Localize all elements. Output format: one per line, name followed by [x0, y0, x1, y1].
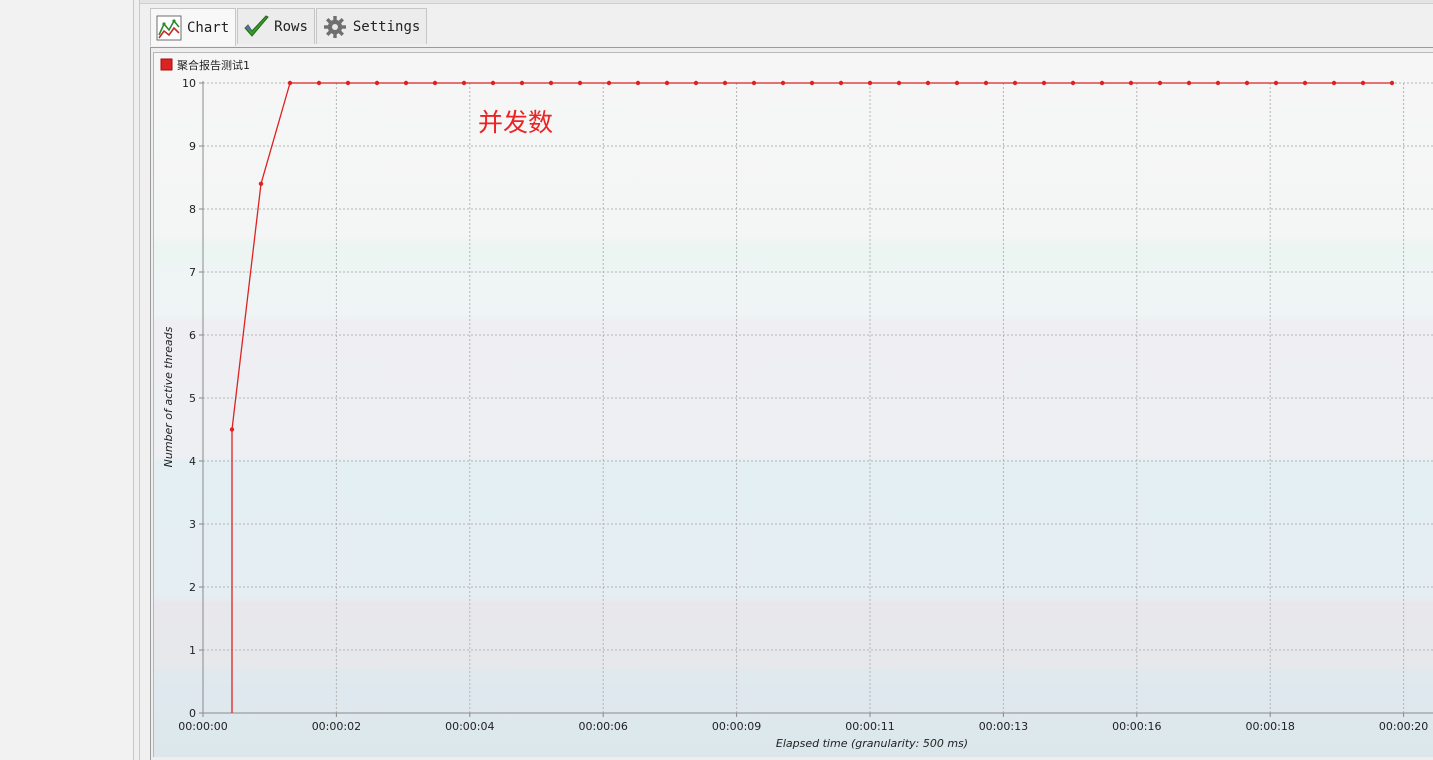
y-tick-label: 9 — [189, 140, 196, 153]
y-tick-label: 10 — [182, 77, 196, 90]
series-point — [461, 80, 467, 86]
series-point — [1157, 80, 1163, 86]
series-point — [1012, 80, 1018, 86]
series-point — [1244, 80, 1250, 86]
chart-legend: 聚合报告测试1 — [160, 58, 250, 72]
x-axis-label: Elapsed time (granularity: 500 ms) — [776, 737, 968, 750]
series-point — [403, 80, 409, 86]
series-point — [925, 80, 931, 86]
y-tick-label: 3 — [189, 518, 196, 531]
x-tick-label: 00:00:20 — [1379, 720, 1428, 733]
y-tick-label: 6 — [189, 329, 196, 342]
tab-settings[interactable]: Settings — [315, 8, 428, 44]
series-layer — [229, 80, 1395, 713]
split-divider[interactable] — [133, 0, 134, 760]
series-point — [490, 80, 496, 86]
series-point — [1128, 80, 1134, 86]
series-point — [316, 80, 322, 86]
x-tick-label: 00:00:09 — [712, 720, 761, 733]
tab-bar: Chart Rows — [150, 8, 428, 46]
series-point — [954, 80, 960, 86]
series-point — [635, 80, 641, 86]
series-point — [229, 427, 235, 432]
series-point — [896, 80, 902, 86]
tab-rows-label: Rows — [274, 18, 308, 35]
x-tick-label: 00:00:18 — [1245, 720, 1294, 733]
x-tick-label: 00:00:11 — [845, 720, 894, 733]
chart-background — [154, 53, 1433, 757]
series-point — [1070, 80, 1076, 86]
series-point — [1331, 80, 1337, 86]
series-point — [1389, 80, 1395, 86]
series-point — [345, 80, 351, 86]
y-tick-label: 7 — [189, 266, 196, 279]
chart-panel: 聚合报告测试1 0 1 2 3 4 5 6 7 8 9 10 00:00:00 00:00:02 00:0… — [153, 52, 1433, 757]
x-tick-label: 00:00:06 — [578, 720, 627, 733]
series-point — [693, 80, 699, 86]
series-point — [1099, 80, 1105, 86]
series-point — [751, 80, 757, 86]
series-point — [780, 80, 786, 86]
x-tick-label: 00:00:13 — [979, 720, 1028, 733]
series-point — [1041, 80, 1047, 86]
x-tick-label: 00:00:16 — [1112, 720, 1161, 733]
x-tick-label: 00:00:00 — [178, 720, 227, 733]
y-tick-label: 0 — [189, 707, 196, 720]
series-point — [258, 181, 264, 186]
tab-chart-label: Chart — [187, 19, 230, 36]
top-edge — [140, 0, 1433, 4]
checkmark-icon — [242, 13, 270, 41]
series-point — [519, 80, 525, 86]
tab-settings-label: Settings — [352, 18, 421, 35]
series-point — [983, 80, 989, 86]
series-point — [809, 80, 815, 86]
series-line — [231, 82, 1392, 713]
series-point — [287, 80, 293, 86]
series-point — [577, 80, 583, 86]
series-point — [722, 80, 728, 86]
series-point — [838, 80, 844, 86]
left-tree-pane — [0, 0, 133, 760]
y-axis-label: Number of active threads — [162, 326, 175, 467]
legend-label: 聚合报告测试1 — [177, 58, 250, 72]
tab-chart[interactable]: Chart — [150, 8, 237, 46]
series-point — [606, 80, 612, 86]
series-point — [1273, 80, 1279, 86]
series-point — [664, 80, 670, 86]
series-point — [1186, 80, 1192, 86]
concurrency-annotation: 并发数 — [478, 108, 553, 137]
y-tick-label: 8 — [189, 203, 196, 216]
x-tick-label: 00:00:04 — [445, 720, 494, 733]
grid-layer — [203, 82, 1433, 713]
tab-rows[interactable]: Rows — [237, 8, 315, 44]
gear-icon — [321, 13, 349, 41]
y-tick-label: 2 — [189, 581, 196, 594]
x-tick-label: 00:00:02 — [312, 720, 361, 733]
series-point — [432, 80, 438, 86]
axes-layer: 0 1 2 3 4 5 6 7 8 9 10 00:00:00 00:00:02 00:00:04 00:0… — [178, 77, 1433, 733]
series-point — [1215, 80, 1221, 86]
split-divider-edge — [139, 0, 140, 760]
series-point — [374, 80, 380, 86]
active-threads-chart: 聚合报告测试1 0 1 2 3 4 5 6 7 8 9 10 00:00:00 00:00:02 00:0… — [154, 53, 1433, 757]
y-tick-label: 4 — [189, 455, 196, 468]
series-point — [867, 80, 873, 86]
y-tick-label: 1 — [189, 644, 196, 657]
series-point — [1360, 80, 1366, 86]
series-point — [548, 80, 554, 86]
series-point — [1302, 80, 1308, 86]
y-tick-label: 5 — [189, 392, 196, 405]
legend-swatch — [160, 58, 173, 71]
chart-icon — [155, 14, 183, 42]
